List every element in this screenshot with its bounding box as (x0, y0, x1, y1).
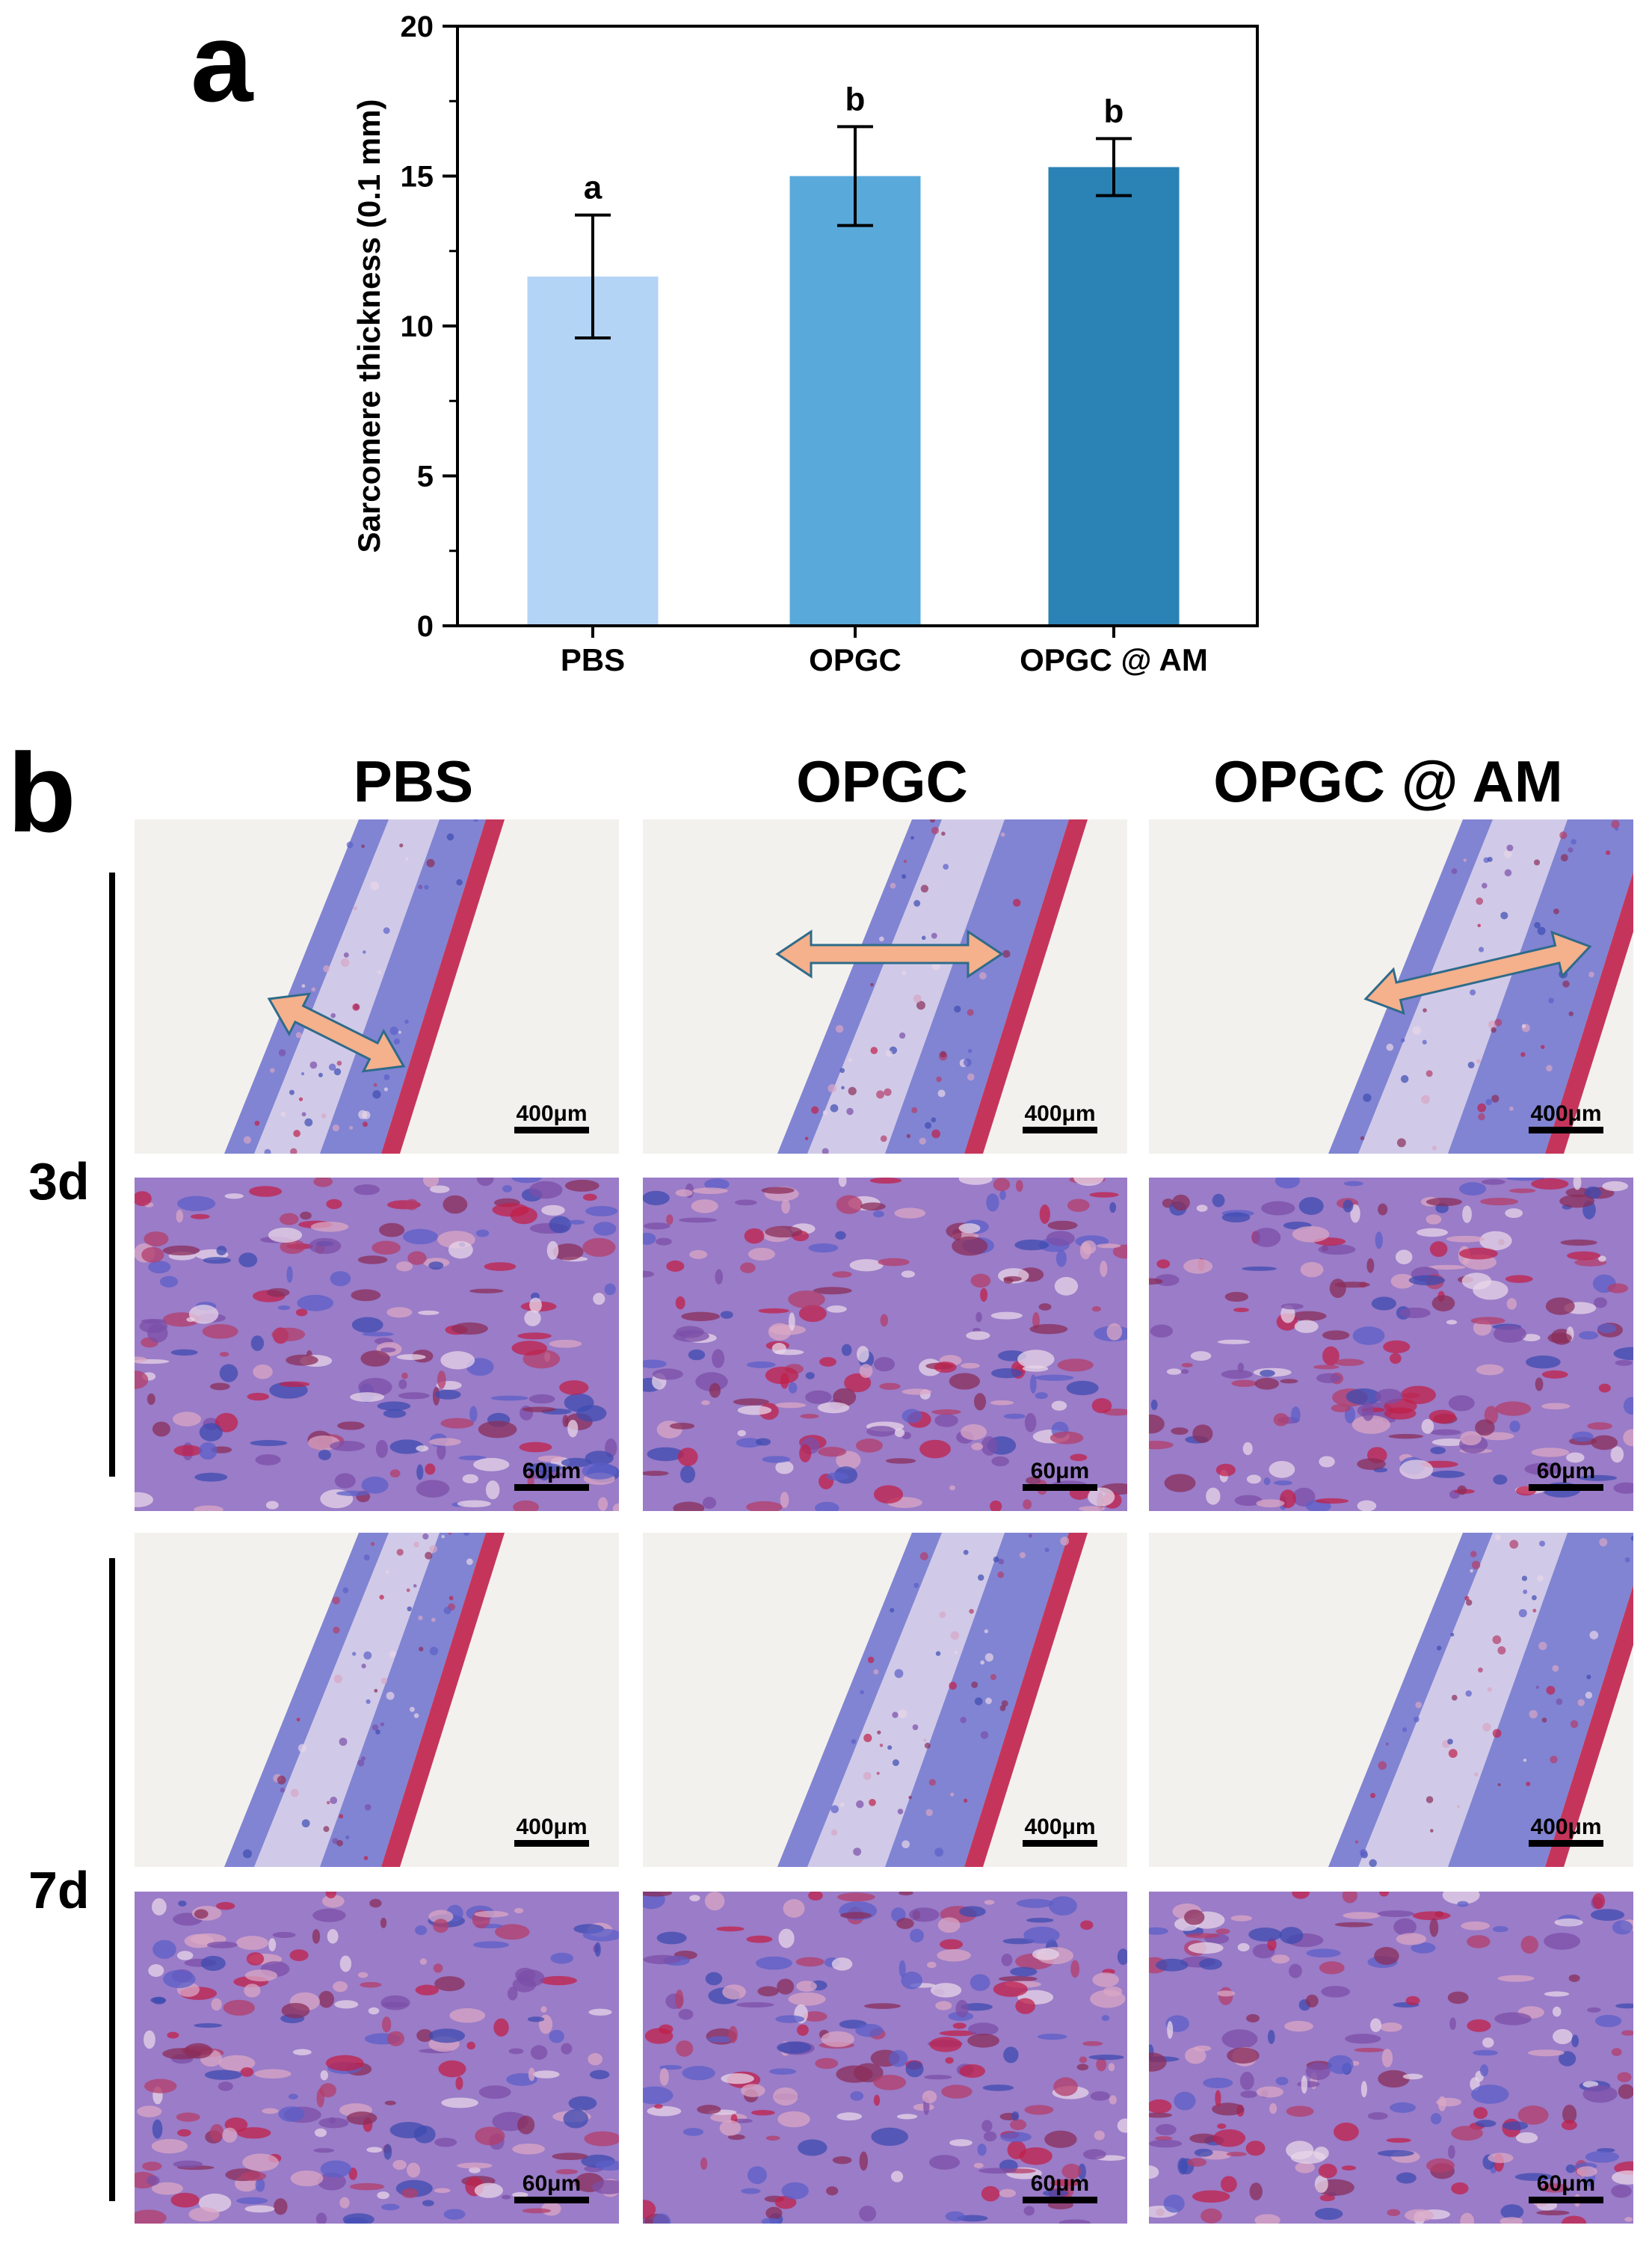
scale-bar-label: 60μm (522, 2171, 582, 2196)
bar-chart: a b b 0 5 10 15 20 PBS OPGC OPGC @ AM Sarcomere thi… (351, 10, 1259, 677)
column-header-pbs: PBS (353, 748, 474, 814)
histology-image-r0-c2: 400μm (1149, 819, 1633, 1154)
scale-bar-label: 400μm (1024, 1101, 1096, 1126)
histology-image-r3-c2: 60μm (1149, 1892, 1633, 2224)
scale-bar: 60μm (1015, 1460, 1105, 1491)
row-bracket-7d (109, 1558, 115, 2201)
scale-bar-label: 400μm (1024, 1815, 1096, 1839)
scale-bar-label: 400μm (516, 1815, 588, 1839)
histology-image-r2-c2: 400μm (1149, 1533, 1633, 1867)
scale-bar-label: 60μm (1536, 1459, 1596, 1483)
scale-bar-label: 400μm (516, 1101, 588, 1126)
scale-bar-line (1023, 1484, 1097, 1491)
y-tick-label-0: 0 (417, 610, 434, 643)
scale-bar-line (1529, 1840, 1603, 1847)
scale-bar-line (1529, 2197, 1603, 2203)
histology-image-r0-c0: 400μm (135, 819, 619, 1154)
histology-image-r1-c2: 60μm (1149, 1178, 1633, 1511)
scale-bar-line (514, 1484, 589, 1491)
scale-bar-line (1023, 2197, 1097, 2203)
scale-bar-label: 60μm (1030, 1459, 1090, 1483)
column-header-opgc-am: OPGC @ AM (1213, 748, 1563, 814)
y-tick-label-2: 10 (401, 310, 434, 343)
row-bracket-3d (109, 873, 115, 1477)
column-header-opgc: OPGC (796, 748, 968, 814)
scale-bar: 400μm (1015, 1103, 1105, 1133)
panel-b-label: b (7, 730, 76, 855)
bar-2 (1048, 167, 1180, 627)
scale-bar: 60μm (1015, 2173, 1105, 2203)
scale-bar: 400μm (507, 1816, 597, 1847)
scale-bar: 400μm (1521, 1103, 1611, 1133)
significance-letter-1: b (845, 81, 866, 117)
x-tick-label-1: OPGC (809, 642, 901, 677)
scale-bar-line (1529, 1484, 1603, 1491)
scale-bar-line (514, 1127, 589, 1133)
bar-1 (789, 176, 921, 626)
scale-bar-label: 60μm (522, 1459, 582, 1483)
row-label-3d: 3d (28, 1152, 90, 1210)
x-tick-label-0: PBS (561, 642, 625, 677)
scale-bar: 60μm (1521, 2173, 1611, 2203)
y-tick-label-3: 15 (401, 161, 434, 194)
y-axis-label: Sarcomere thickness (0.1 mm) (351, 99, 386, 553)
histology-image-r1-c1: 60μm (643, 1178, 1127, 1511)
significance-letter-0: a (584, 170, 602, 206)
scale-bar-line (1023, 1127, 1097, 1133)
scale-bar-line (514, 1840, 589, 1847)
scale-bar: 60μm (1521, 1460, 1611, 1491)
significance-letter-2: b (1104, 93, 1124, 129)
scale-bar-line (1023, 1840, 1097, 1847)
scale-bar: 400μm (507, 1103, 597, 1133)
scale-bar: 400μm (1521, 1816, 1611, 1847)
thickness-arrow-0 (267, 992, 406, 1073)
x-tick-label-2: OPGC @ AM (1020, 642, 1208, 677)
thickness-arrow-2 (1363, 930, 1592, 1015)
scale-bar-label: 400μm (1530, 1815, 1602, 1839)
y-tick-label-1: 5 (417, 461, 434, 493)
scale-bar: 400μm (1015, 1816, 1105, 1847)
histology-image-r2-c0: 400μm (135, 1533, 619, 1867)
y-tick-label-4: 20 (401, 10, 434, 43)
panel-a-label: a (191, 0, 253, 125)
scale-bar: 60μm (507, 1460, 597, 1491)
scale-bar-label: 400μm (1530, 1101, 1602, 1126)
scale-bar-line (1529, 1127, 1603, 1133)
histology-image-r1-c0: 60μm (135, 1178, 619, 1511)
histology-image-r3-c1: 60μm (643, 1892, 1127, 2224)
scale-bar: 60μm (507, 2173, 597, 2203)
thickness-arrow-1 (775, 929, 1004, 979)
row-label-7d: 7d (28, 1861, 90, 1919)
scale-bar-line (514, 2197, 589, 2203)
histology-image-r3-c0: 60μm (135, 1892, 619, 2224)
histology-image-r2-c1: 400μm (643, 1533, 1127, 1867)
scale-bar-label: 60μm (1536, 2171, 1596, 2196)
histology-image-r0-c1: 400μm (643, 819, 1127, 1154)
scale-bar-label: 60μm (1030, 2171, 1090, 2196)
